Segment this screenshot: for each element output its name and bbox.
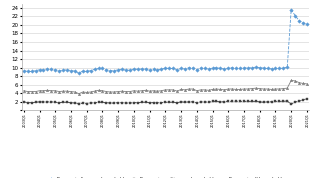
Persons in multiperson households <box>266 101 270 103</box>
Persons in all households <box>289 79 293 82</box>
Line: Persons in multiperson households: Persons in multiperson households <box>22 98 308 106</box>
Persons in all households <box>168 89 171 91</box>
Persons in 1-person households <box>305 23 309 25</box>
Persons in 1-person households <box>168 67 171 70</box>
Persons in all households <box>22 90 26 92</box>
Persons in multiperson households <box>22 101 26 103</box>
Persons in multiperson households <box>277 100 281 103</box>
Persons in all households <box>262 88 266 90</box>
Persons in all households <box>120 90 124 92</box>
Persons in multiperson households <box>305 98 309 100</box>
Persons in multiperson households <box>258 101 261 103</box>
Persons in multiperson households <box>116 102 120 104</box>
Persons in all households <box>77 93 81 95</box>
Persons in multiperson households <box>85 103 89 105</box>
Persons in 1-person households <box>262 67 266 69</box>
Line: Persons in all households: Persons in all households <box>22 79 308 95</box>
Persons in 1-person households <box>89 70 93 72</box>
Persons in all households <box>281 88 285 90</box>
Persons in 1-person households <box>289 9 293 11</box>
Persons in 1-person households <box>281 67 285 69</box>
Line: Persons in 1-person households: Persons in 1-person households <box>22 8 308 74</box>
Persons in 1-person households <box>77 72 81 74</box>
Persons in 1-person households <box>270 68 273 70</box>
Persons in 1-person households <box>22 70 26 72</box>
Persons in multiperson households <box>163 101 167 103</box>
Persons in all households <box>305 83 309 85</box>
Persons in all households <box>270 88 273 90</box>
Persons in all households <box>89 91 93 93</box>
Persons in 1-person households <box>120 68 124 70</box>
Persons in multiperson households <box>289 103 293 105</box>
Legend: Persons in 1-person households, Persons in multiperson households, Persons in al: Persons in 1-person households, Persons … <box>45 175 286 178</box>
